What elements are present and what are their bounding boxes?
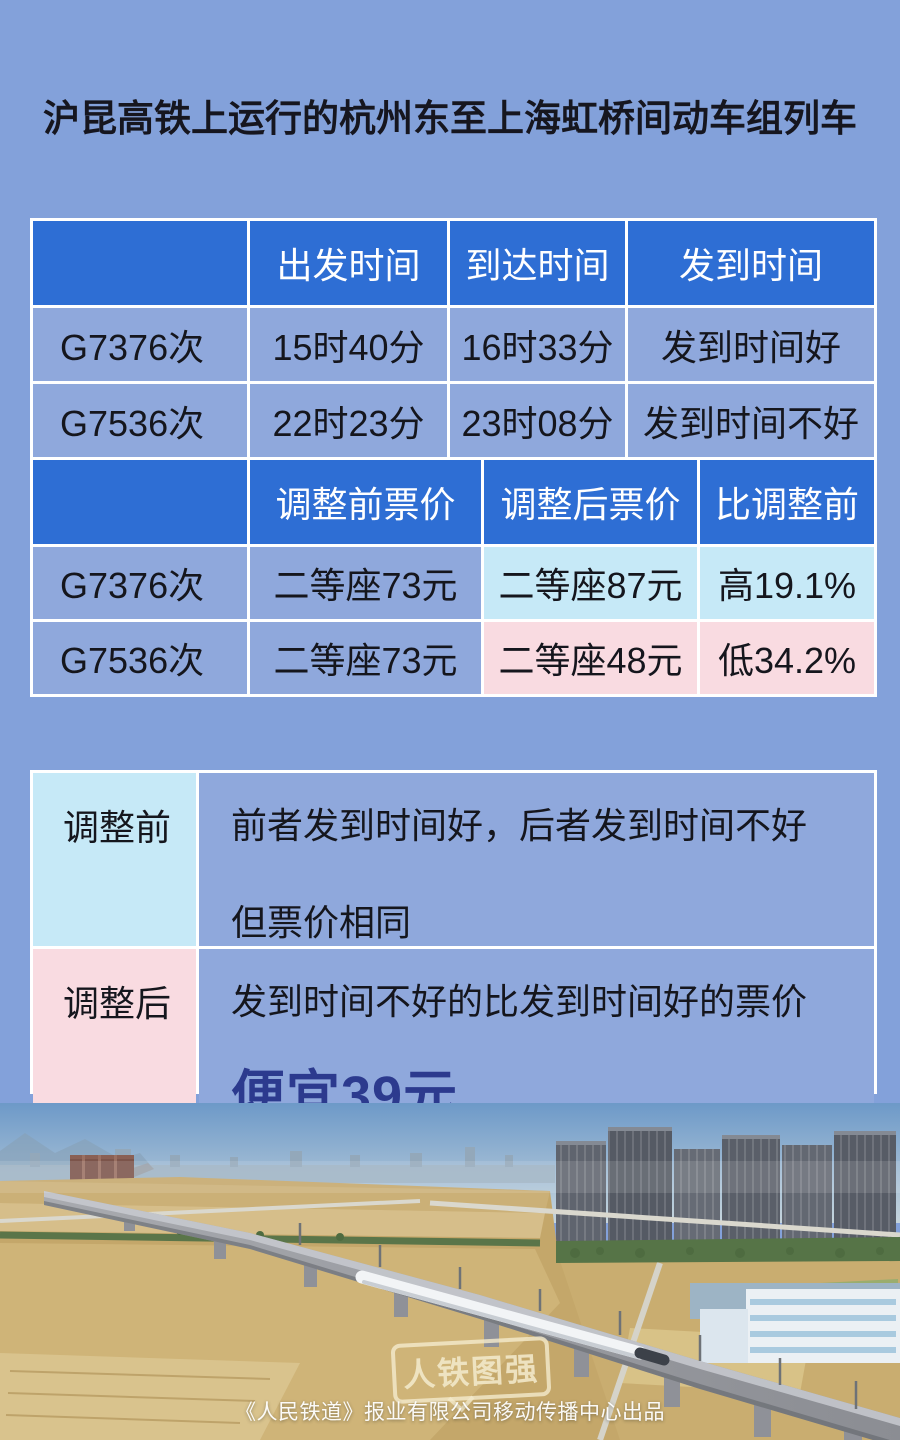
summary-after-label: 调整后 bbox=[33, 949, 196, 1130]
price-row1-after: 二等座87元 bbox=[484, 547, 697, 619]
price-header-before: 调整前票价 bbox=[250, 460, 481, 544]
summary-after-line1: 发到时间不好的比发到时间好的票价 bbox=[231, 981, 808, 1022]
white-building bbox=[700, 1289, 900, 1363]
brand-stamp-text: 人铁图强 bbox=[402, 1350, 540, 1394]
price-row2-train: G7536次 bbox=[33, 622, 247, 694]
price-row1-change: 高19.1% bbox=[700, 547, 874, 619]
schedule-table: 出发时间 到达时间 发到时间 G7376次 15时40分 16时33分 发到时间… bbox=[33, 221, 874, 457]
summary-before-content: 前者发到时间好，后者发到时间不好 但票价相同 bbox=[199, 773, 874, 946]
page-title: 沪昆高铁上运行的杭州东至上海虹桥间动车组列车 bbox=[43, 98, 857, 139]
schedule-row1-arrive: 16时33分 bbox=[450, 308, 625, 381]
crop-lines bbox=[5, 1370, 271, 1424]
schedule-header-arrive: 到达时间 bbox=[450, 221, 625, 305]
schedule-row2-arrive: 23时08分 bbox=[450, 384, 625, 457]
scenery-photo bbox=[0, 1103, 900, 1440]
price-row2-change: 低34.2% bbox=[700, 622, 874, 694]
price-table: 调整前票价 调整后票价 比调整前 G7376次 二等座73元 二等座87元 高1… bbox=[33, 460, 874, 694]
summary-before-line1: 前者发到时间好，后者发到时间不好 bbox=[231, 805, 808, 846]
price-header-change: 比调整前 bbox=[700, 460, 874, 544]
brand-stamp: 人铁图强 bbox=[390, 1335, 552, 1405]
truss-bridge bbox=[70, 1155, 134, 1181]
schedule-header-note: 发到时间 bbox=[628, 221, 874, 305]
producer-caption: 《人民铁道》报业有限公司移动传播中心出品 bbox=[235, 1401, 665, 1424]
viaduct-shadow bbox=[44, 1201, 890, 1440]
schedule-row2-depart: 22时23分 bbox=[250, 384, 447, 457]
green-belt bbox=[556, 1237, 900, 1263]
schedule-header-empty bbox=[33, 221, 247, 305]
trees bbox=[176, 1227, 884, 1258]
haze bbox=[0, 1161, 900, 1193]
skyline-towers bbox=[30, 1147, 513, 1167]
summary-blocks: 调整前 前者发到时间好，后者发到时间不好 但票价相同 调整后 发到时间不好的比发… bbox=[30, 770, 877, 1130]
price-row1-train: G7376次 bbox=[33, 547, 247, 619]
road-left bbox=[0, 1199, 421, 1223]
schedule-row2-note: 发到时间不好 bbox=[628, 384, 874, 457]
train-tables: 出发时间 到达时间 发到时间 G7376次 15时40分 16时33分 发到时间… bbox=[30, 218, 877, 697]
road-right bbox=[429, 1200, 900, 1238]
schedule-row1-train: G7376次 bbox=[33, 308, 247, 381]
railway-photo-illustration bbox=[0, 1103, 900, 1440]
price-header-empty bbox=[33, 460, 247, 544]
schedule-row2-train: G7536次 bbox=[33, 384, 247, 457]
schedule-row1-depart: 15时40分 bbox=[250, 308, 447, 381]
viaduct-deck-top bbox=[44, 1191, 900, 1426]
catenary-poles bbox=[298, 1223, 858, 1409]
summary-before-label: 调整前 bbox=[33, 773, 196, 946]
high-speed-train bbox=[355, 1270, 670, 1366]
price-row1-before: 二等座73元 bbox=[250, 547, 481, 619]
field-upper bbox=[0, 1181, 550, 1213]
schedule-header-depart: 出发时间 bbox=[250, 221, 447, 305]
price-row2-before: 二等座73元 bbox=[250, 622, 481, 694]
summary-before-row: 调整前 前者发到时间好，后者发到时间不好 但票价相同 bbox=[33, 773, 874, 946]
summary-before-line2: 但票价相同 bbox=[231, 902, 412, 943]
schedule-row1-note: 发到时间好 bbox=[628, 308, 874, 381]
price-header-after: 调整后票价 bbox=[484, 460, 697, 544]
price-row2-after: 二等座48元 bbox=[484, 622, 697, 694]
